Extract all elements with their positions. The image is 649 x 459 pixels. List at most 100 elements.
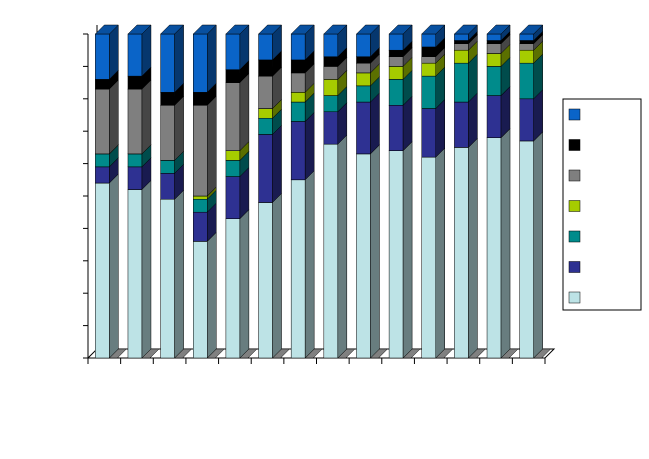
bar-segment [421,24,446,48]
bar-front [356,153,371,359]
bar-front [225,69,241,83]
bar-top [486,24,511,35]
bar-front [356,72,371,87]
bar-side [402,141,413,359]
bar-front [258,75,273,109]
bar-front [290,179,306,359]
bar-segment [388,141,413,359]
bar-side [207,95,217,197]
bar-side [174,189,184,359]
bar-front [127,166,143,190]
bar-top [225,24,250,35]
bar-segment [486,85,511,139]
bar-front [356,56,371,64]
bar-front [323,143,339,359]
bar-front [519,62,534,100]
bar-front [193,241,208,359]
bar-side [207,24,217,93]
bar-segment [160,189,185,359]
bar-front [95,33,110,80]
bar-segment [94,173,119,359]
bar-side [402,95,413,152]
bar-side [141,79,152,155]
bar-segment [355,92,381,155]
bar-front [127,88,143,155]
bar-segment [160,95,185,161]
bar-front [454,43,469,51]
bar-front [421,108,436,158]
bar-front [323,56,339,67]
bar-front [486,43,502,54]
bar-side [174,24,184,93]
bar-front [421,33,436,48]
bar-segment [225,72,250,152]
bar-top [257,24,283,35]
bar-front [95,153,110,168]
bar-segment [94,24,119,80]
bar-side [174,95,184,161]
bar-front [225,150,241,161]
bar-front [454,147,469,359]
bar-front [454,40,469,44]
bar-front [388,79,404,106]
bar-front [323,66,339,80]
bar-segment [388,24,413,51]
bar-segment [192,95,217,197]
legend-swatch [568,200,581,212]
bar-front [193,105,208,197]
bar-front [258,117,273,135]
bar-side [109,79,119,155]
bar-front [323,111,339,145]
bar-side [141,179,152,359]
bar-top [421,24,446,35]
bar-top [323,24,348,35]
bar-front [290,121,306,181]
bar-front [127,33,143,77]
bar-front [127,153,143,168]
bar-side [272,124,282,204]
bar-front [95,182,110,359]
bar-top [192,24,217,35]
bar-side [468,92,478,149]
bar-side [435,98,445,158]
bar-side [370,92,380,155]
bar-segment [290,170,315,359]
bar-front [160,105,175,161]
bar-front [258,59,273,77]
bar-segment [257,192,283,359]
bar-front [486,137,502,359]
legend-swatch [568,108,581,121]
bar-segment [421,147,446,359]
bar-front [193,211,208,242]
bar-top [453,24,478,35]
bar-top [94,24,119,35]
bar-side [370,144,380,359]
bar-segment [355,24,381,58]
bar-top [160,24,185,35]
bar-front [356,101,371,155]
bar-front [258,202,273,359]
bar-front [454,101,469,148]
bar-segment [486,24,511,42]
plot-area [94,24,552,359]
bar-segment [225,24,250,71]
bar-side [533,131,543,359]
bar-front [95,166,110,184]
bar-segment [127,179,152,359]
bar-front [454,49,469,64]
bar-segment [290,24,315,61]
bar-front [160,160,175,174]
bar-front [519,33,534,41]
bar-segment [453,137,478,359]
bar-front [193,198,208,213]
bar-front [323,79,339,96]
bar-front [388,56,404,67]
bar-front [193,33,208,93]
bar-segment [160,24,185,93]
bar-front [290,33,306,61]
bar-front [388,66,404,80]
bar-segment [453,24,478,42]
bar-segment [257,124,283,204]
legend-swatch [568,291,581,304]
